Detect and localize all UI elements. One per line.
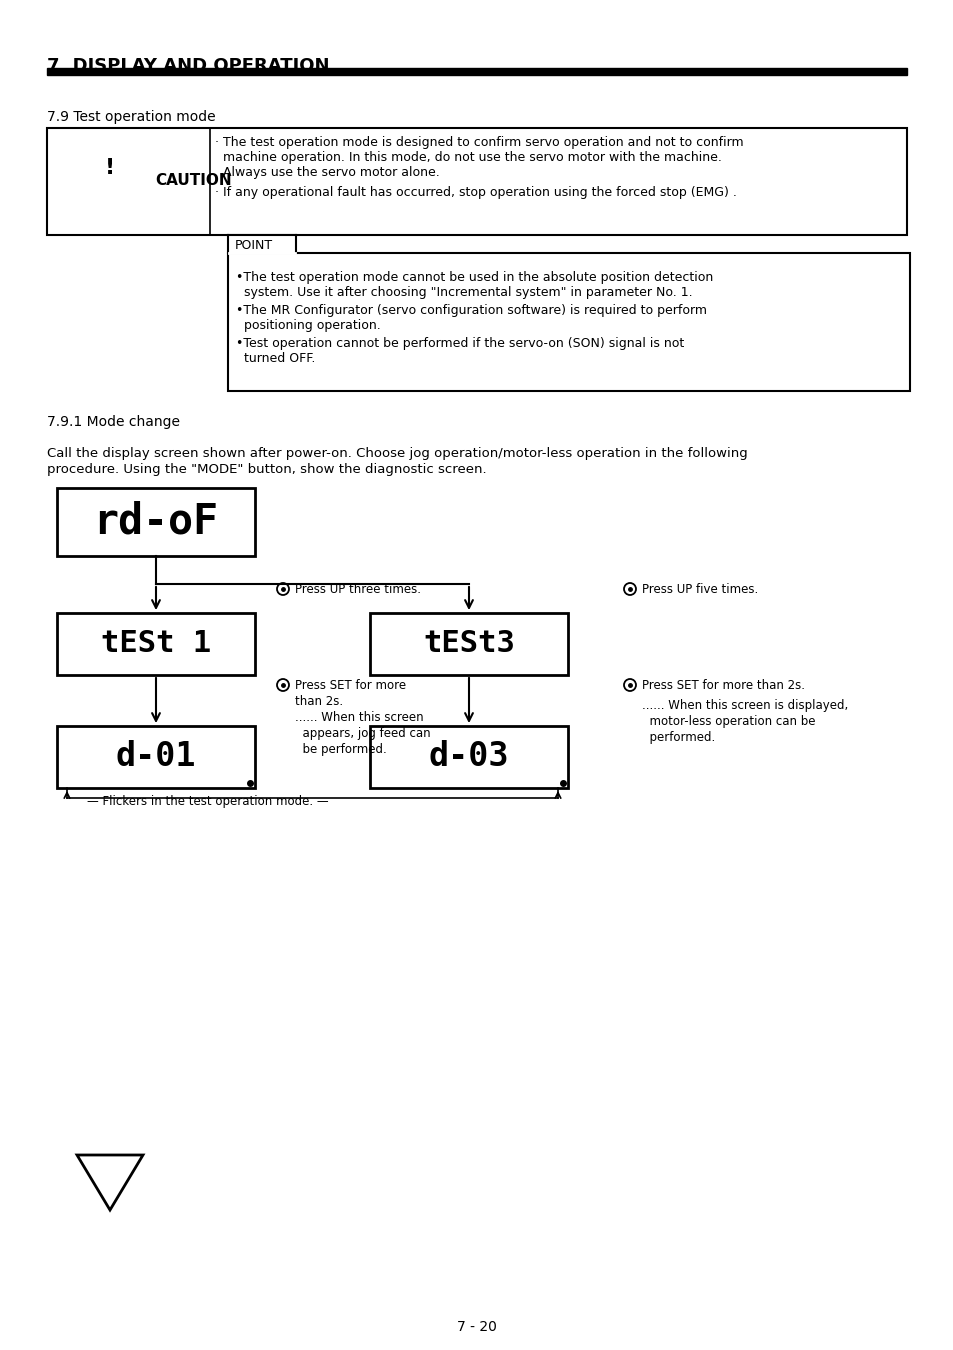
Text: Press SET for more: Press SET for more [294,679,406,693]
Text: •Test operation cannot be performed if the servo-on (SON) signal is not: •Test operation cannot be performed if t… [235,338,683,350]
Text: Always use the servo motor alone.: Always use the servo motor alone. [214,166,439,180]
Text: tESt3: tESt3 [422,629,515,659]
Text: CAUTION: CAUTION [154,173,232,188]
Text: positioning operation.: positioning operation. [235,319,380,332]
Bar [57,726,254,788]
Text: turned OFF.: turned OFF. [235,352,315,365]
Text: tESt 1: tESt 1 [101,629,211,659]
Bar [370,613,567,675]
Bar [370,726,567,788]
Text: Press UP five times.: Press UP five times. [641,583,758,595]
Text: 7.9.1 Mode change: 7.9.1 Mode change [47,414,180,429]
Bar [47,128,906,235]
Text: than 2s.: than 2s. [294,695,343,707]
Text: !: ! [105,158,115,178]
Text: Press UP three times.: Press UP three times. [294,583,420,595]
Text: performed.: performed. [641,730,715,744]
Text: POINT: POINT [234,239,273,252]
Text: procedure. Using the "MODE" button, show the diagnostic screen.: procedure. Using the "MODE" button, show… [47,463,486,477]
Text: 7.9 Test operation mode: 7.9 Test operation mode [47,109,215,124]
Text: •The test operation mode cannot be used in the absolute position detection: •The test operation mode cannot be used … [235,271,713,284]
Text: d-01: d-01 [115,741,196,774]
Bar [57,613,254,675]
Text: 7. DISPLAY AND OPERATION: 7. DISPLAY AND OPERATION [47,57,329,76]
Text: be performed.: be performed. [294,743,386,756]
Text: machine operation. In this mode, do not use the servo motor with the machine.: machine operation. In this mode, do not … [214,151,721,163]
Text: — Flickers in the test operation mode. —: — Flickers in the test operation mode. — [87,795,328,809]
Text: motor-less operation can be: motor-less operation can be [641,716,815,728]
Text: system. Use it after choosing "Incremental system" in parameter No. 1.: system. Use it after choosing "Increment… [235,286,692,298]
Text: ...... When this screen is displayed,: ...... When this screen is displayed, [641,699,847,711]
Bar [57,487,254,556]
Text: •The MR Configurator (servo configuration software) is required to perform: •The MR Configurator (servo configuratio… [235,304,706,317]
Bar [228,235,295,252]
Text: · If any operational fault has occurred, stop operation using the forced stop (E: · If any operational fault has occurred,… [214,186,736,198]
Text: rd-oF: rd-oF [93,501,218,543]
Bar [228,252,909,392]
Text: appears, jog feed can: appears, jog feed can [294,728,430,740]
Text: d-03: d-03 [428,741,509,774]
Bar [47,68,906,76]
Text: Press SET for more than 2s.: Press SET for more than 2s. [641,679,804,693]
Text: · The test operation mode is designed to confirm servo operation and not to conf: · The test operation mode is designed to… [214,136,742,148]
Text: ...... When this screen: ...... When this screen [294,711,423,724]
Text: Call the display screen shown after power-on. Choose jog operation/motor-less op: Call the display screen shown after powe… [47,447,747,460]
Text: 7 - 20: 7 - 20 [456,1320,497,1334]
